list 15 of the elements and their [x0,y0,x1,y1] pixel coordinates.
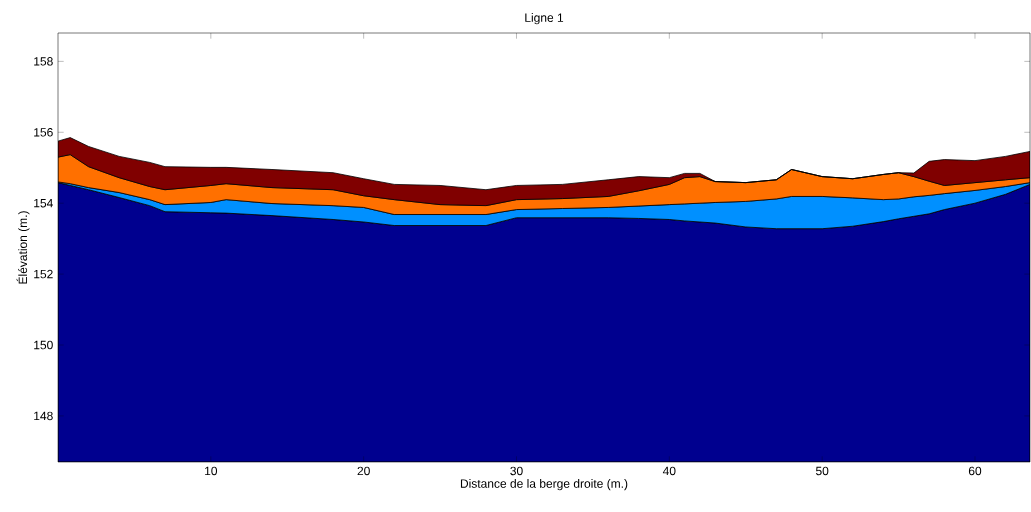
x-tick-label: 50 [815,466,829,476]
y-tick-label: 152 [34,269,53,279]
y-tick-label: 156 [34,128,53,137]
y-tick-label: 148 [34,411,53,421]
y-tick-label: 154 [34,198,53,208]
y-axis-title: Élévation (m.) [16,211,30,284]
y-tick-label: 158 [34,57,53,66]
x-tick-label: 60 [968,466,982,476]
x-tick-label: 10 [205,466,218,476]
y-tick-label: 150 [34,340,53,350]
x-axis-title: Distance de la berge droite (m.) [460,479,628,491]
chart-title: Ligne 1 [525,13,564,25]
x-tick-label: 40 [662,466,676,476]
x-tick-label: 20 [357,466,370,476]
x-tick-label: 30 [510,466,523,476]
